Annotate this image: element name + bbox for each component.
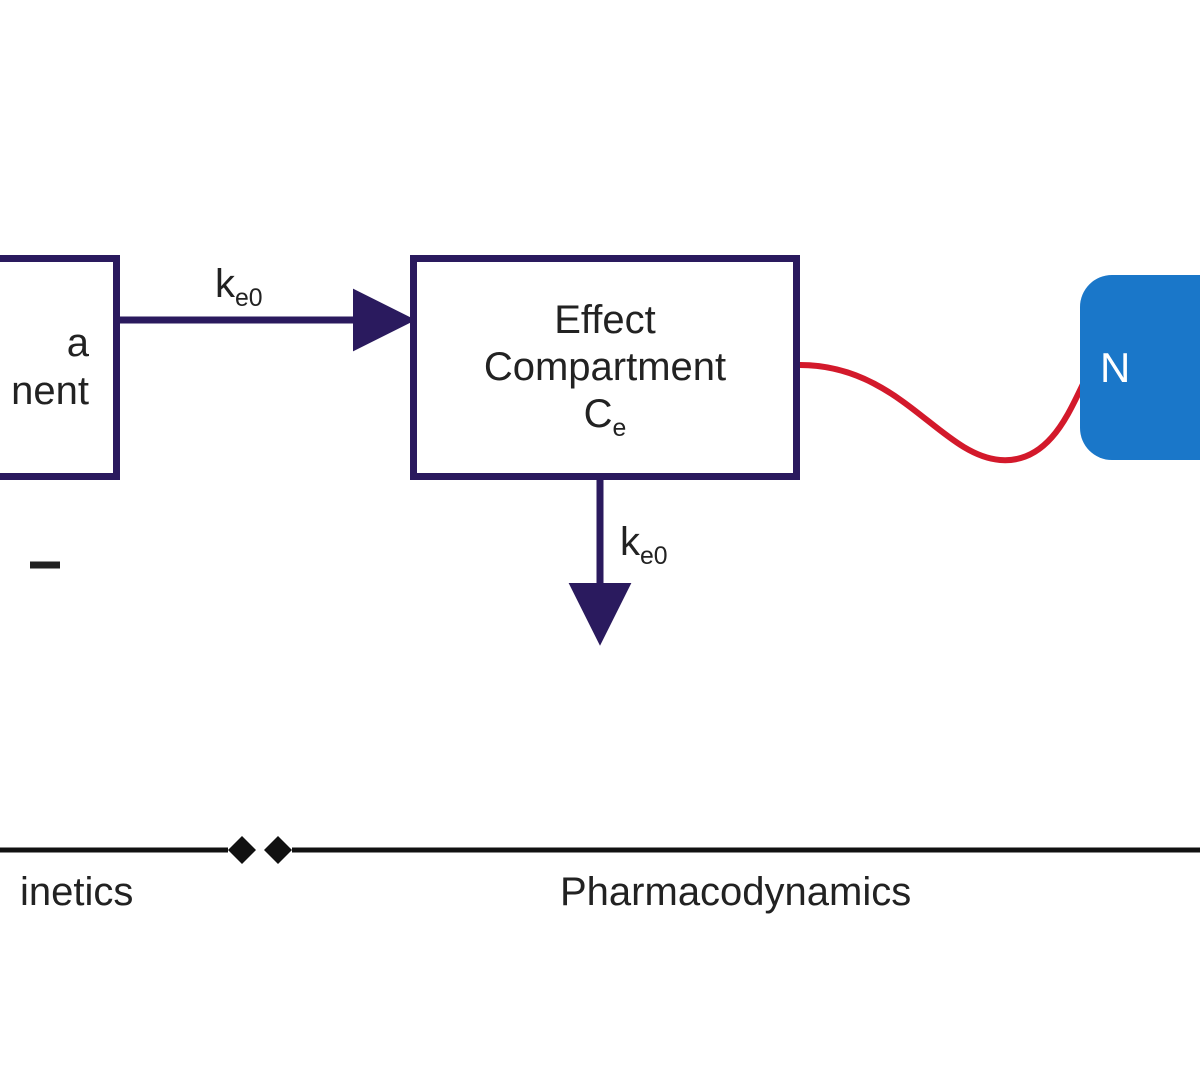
box-effect-line3: Ce <box>584 391 627 438</box>
box-response: N <box>1080 275 1200 460</box>
box-plasma-line1: a <box>67 320 89 367</box>
axis-diamond-left <box>228 836 256 864</box>
box-plasma-line2: nent <box>11 368 89 415</box>
label-ke0-out: ke0 <box>620 520 668 565</box>
axis-label-pharmacokinetics: inetics <box>20 870 133 915</box>
diagram-canvas <box>0 0 1200 1080</box>
label-ke0-in: ke0 <box>215 262 263 307</box>
axis-label-pharmacodynamics: Pharmacodynamics <box>560 870 911 915</box>
box-effect-line1: Effect <box>554 297 656 344</box>
connector-effect-to-response <box>800 365 1085 460</box>
box-effect-line2: Compartment <box>484 344 726 391</box>
box-effect-compartment: Effect Compartment Ce <box>410 255 800 480</box>
axis-diamond-right <box>264 836 292 864</box>
box-plasma-compartment: a nent <box>0 255 120 480</box>
box-response-label: N <box>1100 344 1130 392</box>
